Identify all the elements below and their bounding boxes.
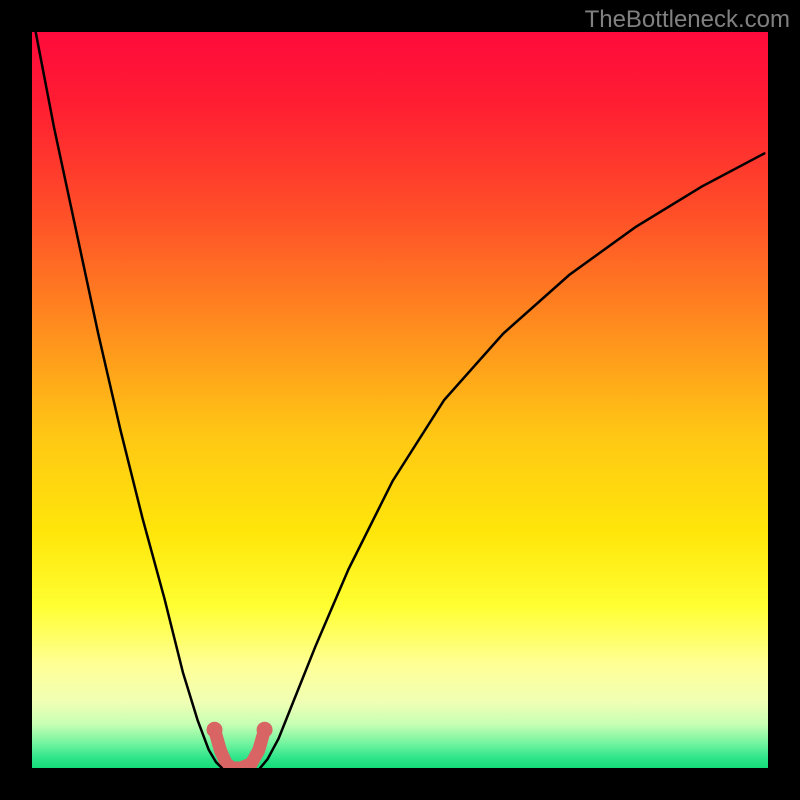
- plot-area: [32, 32, 768, 768]
- gradient-background: [32, 32, 768, 768]
- watermark-text: TheBottleneck.com: [585, 6, 790, 34]
- plot-svg: [32, 32, 768, 768]
